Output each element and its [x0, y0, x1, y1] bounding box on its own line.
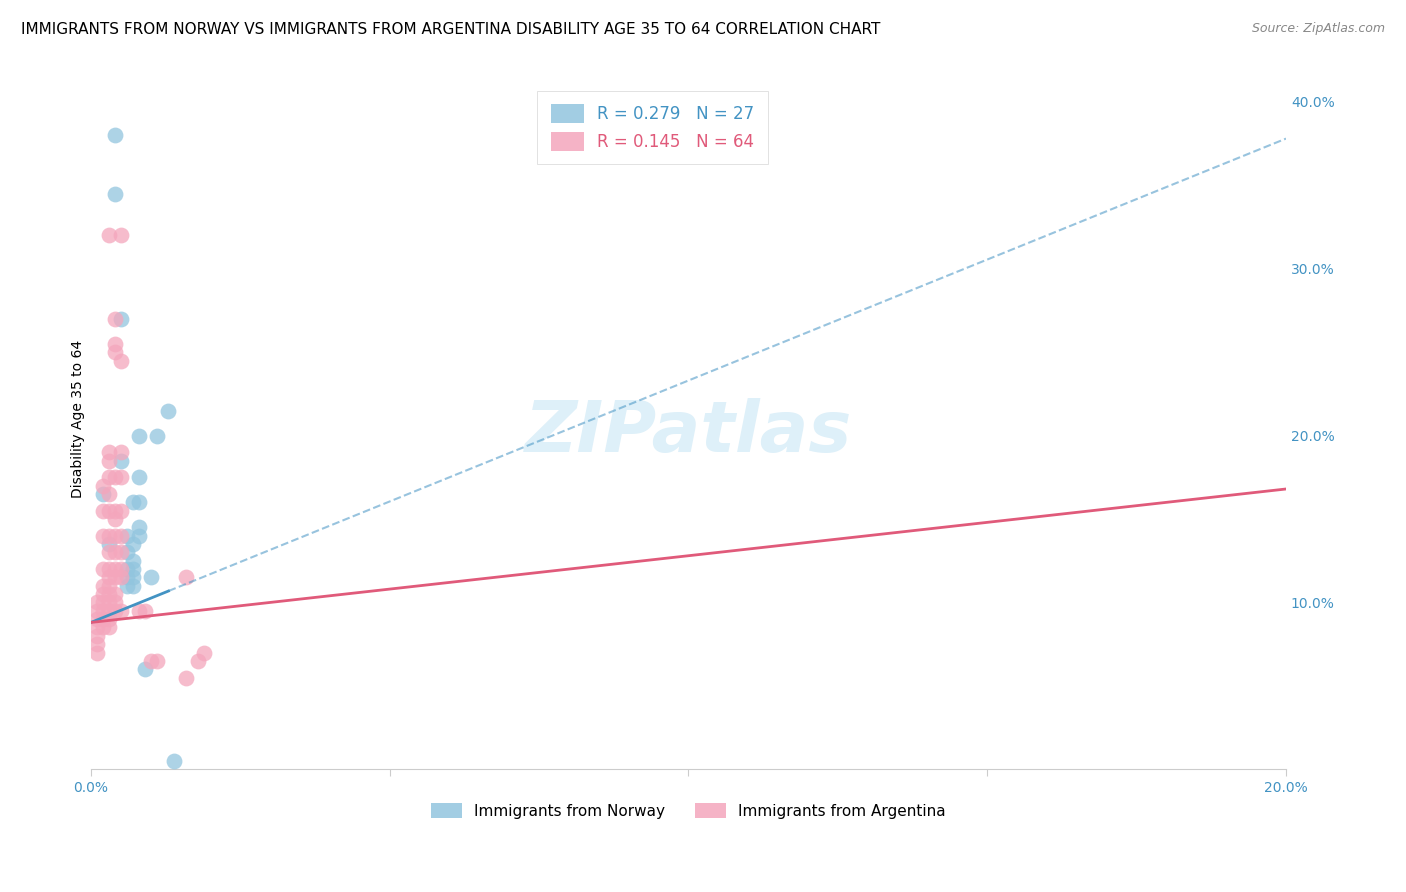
Point: [134, 604, 156, 618]
Point: [110, 445, 132, 459]
Point: [104, 311, 127, 326]
Point: [139, 654, 162, 668]
Point: [91, 487, 114, 501]
Point: [86, 595, 108, 609]
Point: [115, 570, 138, 584]
Point: [110, 453, 132, 467]
Point: [145, 428, 167, 442]
Point: [86, 646, 108, 660]
Point: [97, 612, 120, 626]
Point: [91, 562, 114, 576]
Point: [115, 562, 138, 576]
Point: [104, 504, 127, 518]
Point: [163, 754, 186, 768]
Point: [121, 554, 143, 568]
Point: [128, 529, 150, 543]
Point: [91, 604, 114, 618]
Point: [91, 529, 114, 543]
Point: [110, 311, 132, 326]
Point: [104, 562, 127, 576]
Point: [104, 336, 127, 351]
Point: [104, 186, 127, 201]
Point: [110, 470, 132, 484]
Point: [97, 595, 120, 609]
Point: [86, 637, 108, 651]
Y-axis label: Disability Age 35 to 64: Disability Age 35 to 64: [72, 340, 86, 498]
Point: [115, 579, 138, 593]
Text: Source: ZipAtlas.com: Source: ZipAtlas.com: [1251, 22, 1385, 36]
Point: [104, 529, 127, 543]
Point: [86, 612, 108, 626]
Point: [121, 495, 143, 509]
Point: [97, 537, 120, 551]
Point: [97, 453, 120, 467]
Point: [91, 612, 114, 626]
Point: [110, 604, 132, 618]
Legend: Immigrants from Norway, Immigrants from Argentina: Immigrants from Norway, Immigrants from …: [425, 797, 952, 825]
Text: ZIPatlas: ZIPatlas: [524, 399, 852, 467]
Point: [128, 428, 150, 442]
Point: [97, 604, 120, 618]
Point: [97, 620, 120, 634]
Point: [145, 654, 167, 668]
Point: [139, 570, 162, 584]
Point: [110, 353, 132, 368]
Point: [104, 570, 127, 584]
Point: [157, 403, 180, 417]
Point: [91, 478, 114, 492]
Point: [176, 570, 198, 584]
Point: [187, 654, 209, 668]
Point: [121, 562, 143, 576]
Point: [110, 504, 132, 518]
Point: [97, 545, 120, 559]
Point: [97, 579, 120, 593]
Point: [97, 570, 120, 584]
Point: [110, 562, 132, 576]
Point: [86, 604, 108, 618]
Point: [91, 595, 114, 609]
Point: [128, 520, 150, 534]
Point: [134, 662, 156, 676]
Point: [104, 545, 127, 559]
Point: [104, 128, 127, 143]
Point: [104, 345, 127, 359]
Point: [193, 646, 215, 660]
Point: [104, 604, 127, 618]
Text: IMMIGRANTS FROM NORWAY VS IMMIGRANTS FROM ARGENTINA DISABILITY AGE 35 TO 64 CORR: IMMIGRANTS FROM NORWAY VS IMMIGRANTS FRO…: [21, 22, 880, 37]
Point: [97, 470, 120, 484]
Point: [104, 587, 127, 601]
Point: [128, 495, 150, 509]
Point: [110, 545, 132, 559]
Point: [91, 504, 114, 518]
Point: [121, 579, 143, 593]
Point: [97, 587, 120, 601]
Point: [97, 445, 120, 459]
Point: [176, 671, 198, 685]
Point: [110, 570, 132, 584]
Point: [97, 562, 120, 576]
Point: [97, 228, 120, 243]
Point: [110, 228, 132, 243]
Point: [91, 579, 114, 593]
Point: [97, 504, 120, 518]
Point: [86, 629, 108, 643]
Point: [128, 470, 150, 484]
Point: [86, 620, 108, 634]
Point: [110, 529, 132, 543]
Point: [97, 529, 120, 543]
Point: [104, 595, 127, 609]
Point: [91, 620, 114, 634]
Point: [128, 604, 150, 618]
Point: [115, 545, 138, 559]
Point: [115, 529, 138, 543]
Point: [104, 512, 127, 526]
Point: [104, 470, 127, 484]
Point: [121, 570, 143, 584]
Point: [97, 487, 120, 501]
Point: [91, 587, 114, 601]
Point: [121, 537, 143, 551]
